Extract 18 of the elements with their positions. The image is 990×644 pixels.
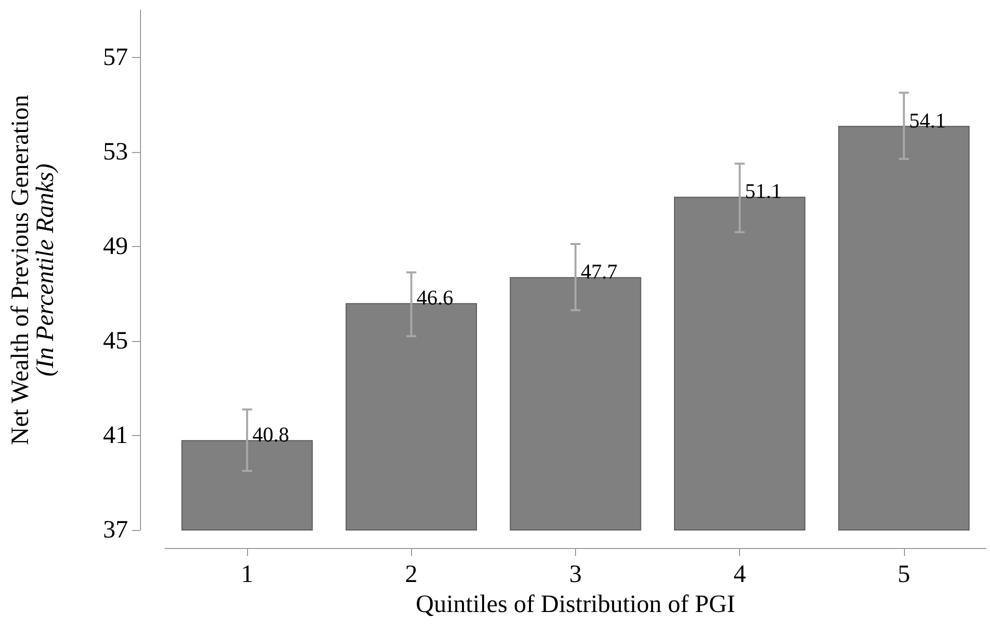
- y-tick-label: 45: [103, 327, 128, 354]
- data-label: 46.6: [416, 286, 454, 310]
- data-label: 40.8: [252, 422, 290, 447]
- x-axis-title: Quintiles of Distribution of PGI: [416, 591, 736, 618]
- y-tick-label: 53: [103, 138, 128, 166]
- y-tick-label: 37: [103, 516, 128, 544]
- x-tick-label: 5: [898, 561, 910, 588]
- x-tick-label: 1: [240, 561, 254, 588]
- y-tick-label: 41: [103, 422, 128, 449]
- data-label: 51.1: [744, 179, 782, 204]
- x-tick-label: 2: [405, 561, 418, 588]
- data-label: 47.7: [580, 260, 618, 284]
- x-tick-label: 4: [733, 561, 746, 588]
- y-tick-label: 49: [103, 232, 128, 260]
- data-label: 54.1: [909, 108, 946, 132]
- y-tick-label: 57: [103, 44, 128, 71]
- x-tick-label: 3: [569, 561, 582, 588]
- y-axis-title: Net Wealth of Previous Generation (In Percentile Ranks): [7, 94, 59, 446]
